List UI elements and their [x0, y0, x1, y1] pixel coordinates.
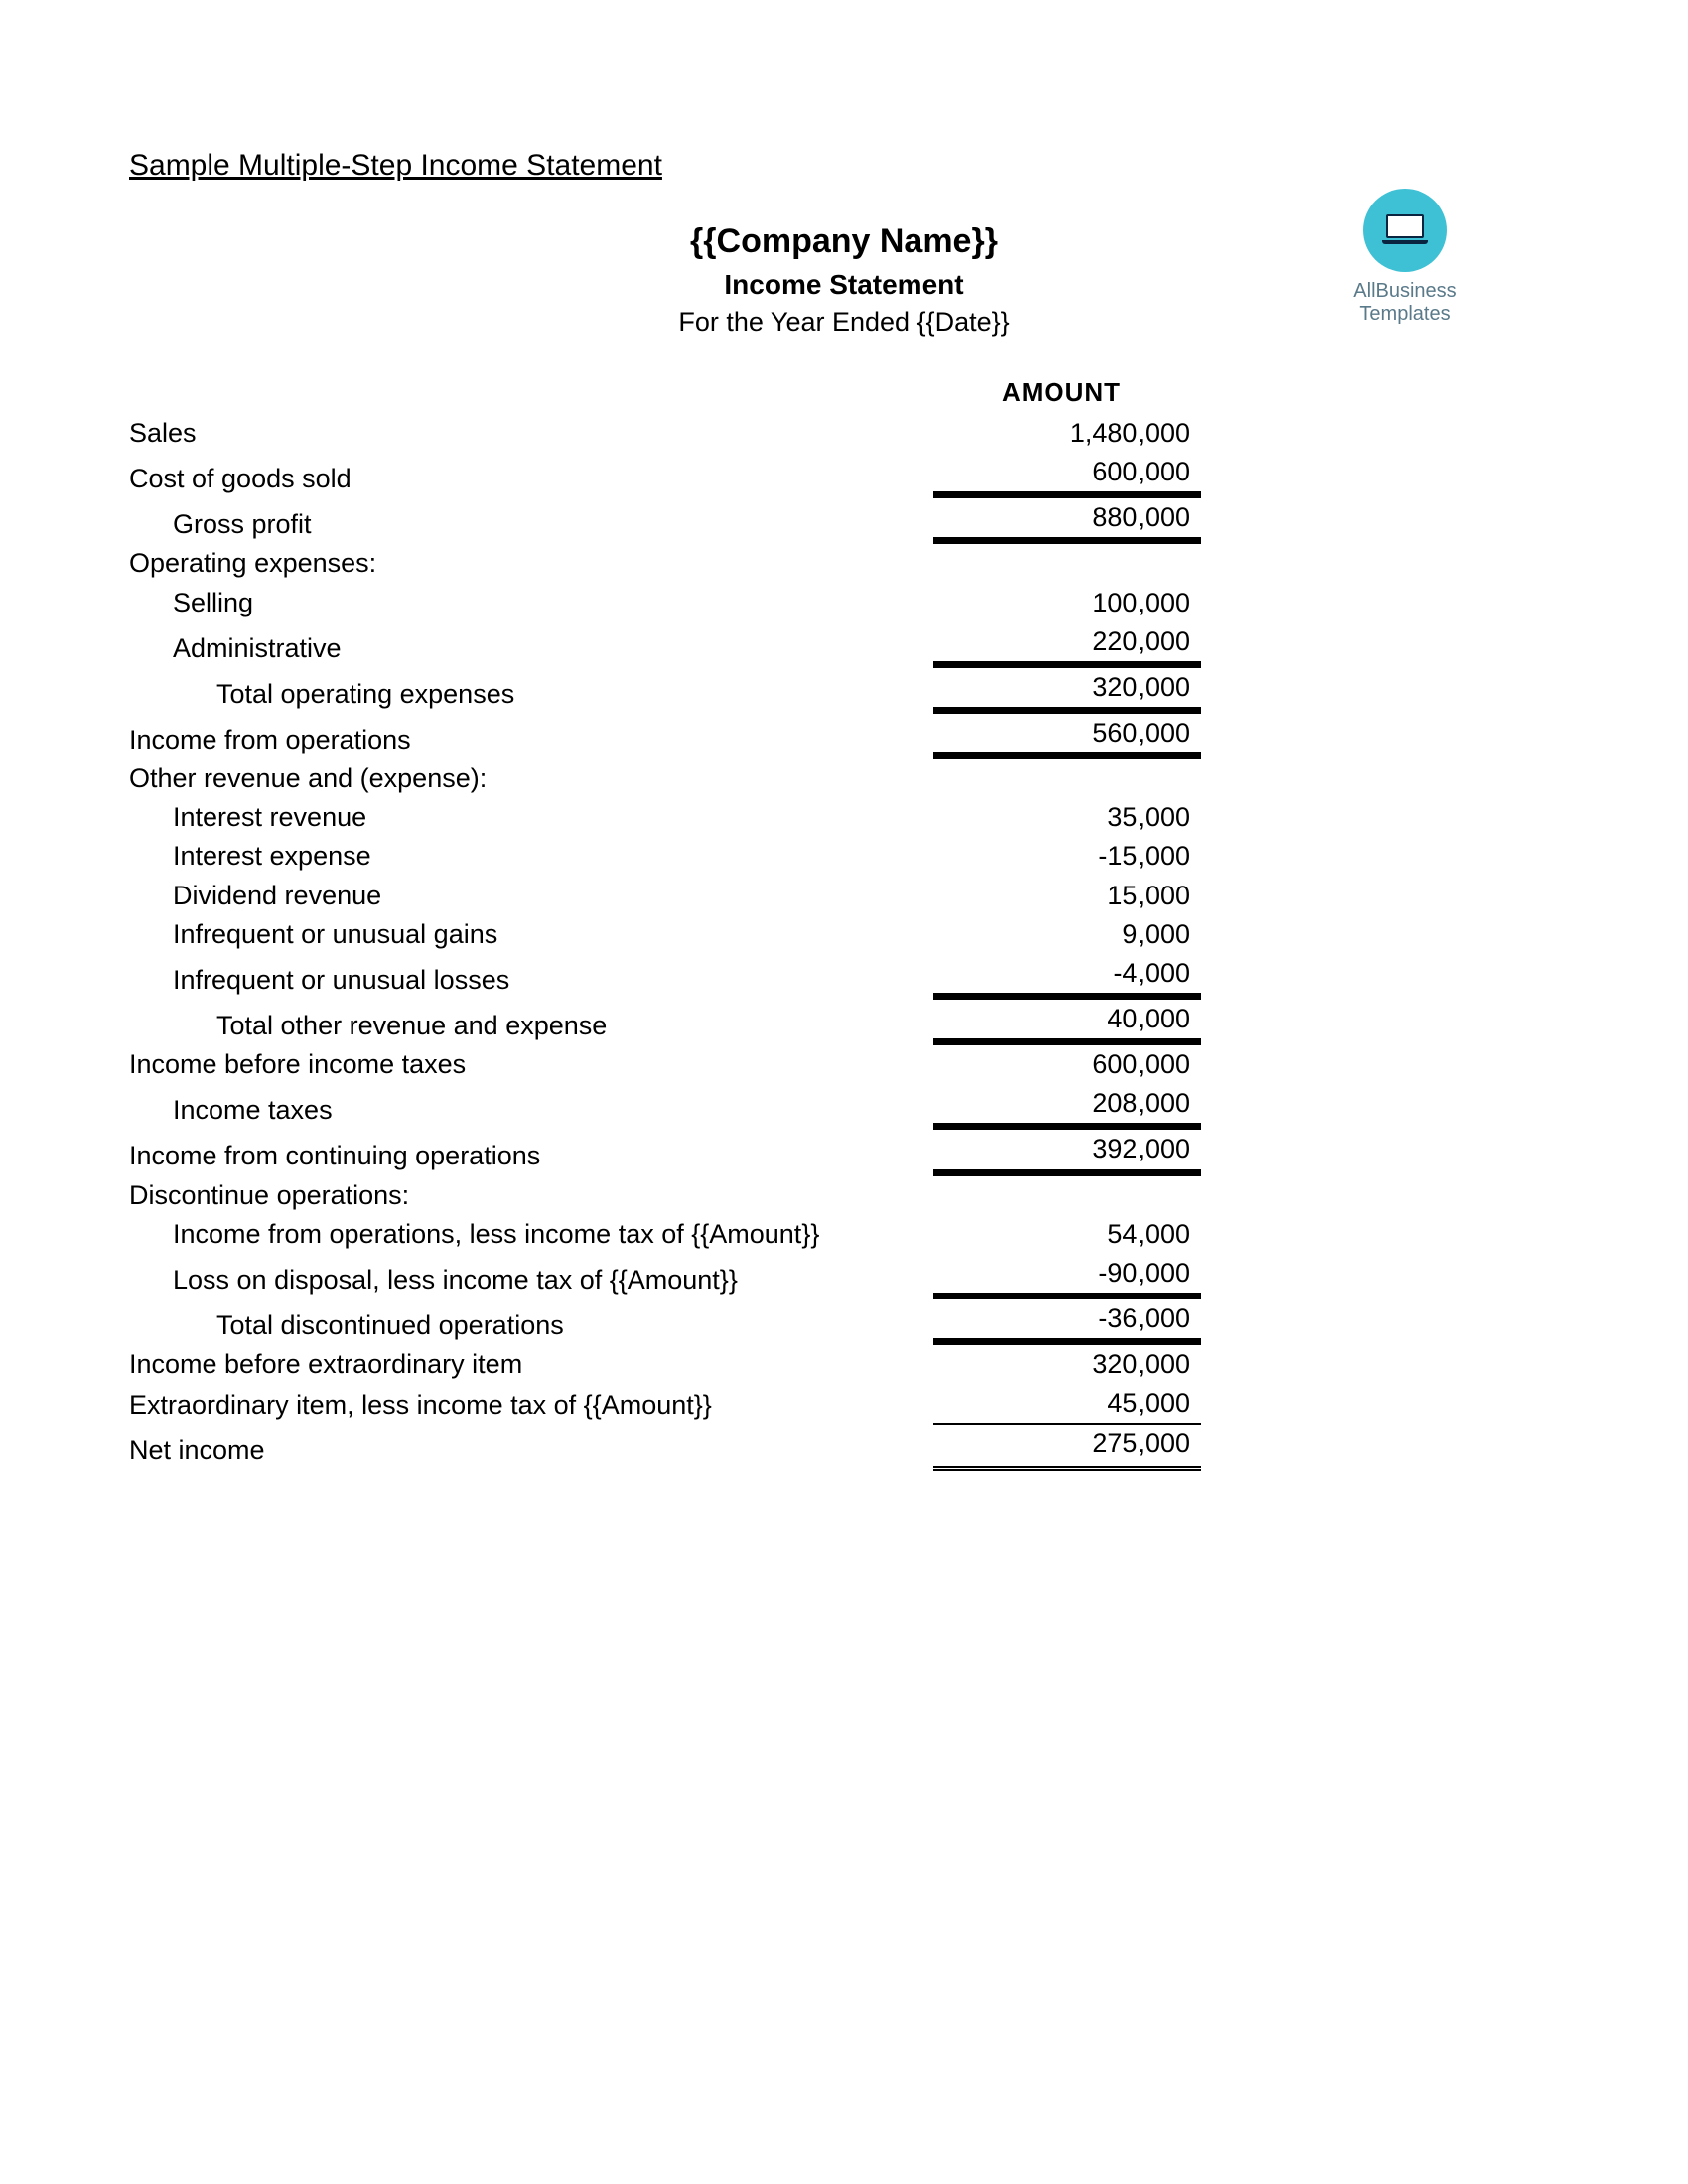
income-statement-table: AMOUNT Sales 1,480,000 Cost of goods sol… — [129, 377, 1201, 1471]
label-sales: Sales — [129, 414, 933, 453]
label-interest-exp: Interest expense — [129, 837, 933, 876]
amount-income-before-tax: 600,000 — [933, 1045, 1201, 1084]
row-income-ops: Income from operations 560,000 — [129, 714, 1201, 759]
row-dividend-rev: Dividend revenue 15,000 — [129, 877, 1201, 915]
row-gross-profit: Gross profit 880,000 — [129, 498, 1201, 544]
label-total-opex: Total operating expenses — [129, 675, 933, 714]
row-gains: Infrequent or unusual gains 9,000 — [129, 915, 1201, 954]
row-discont-loss: Loss on disposal, less income tax of {{A… — [129, 1254, 1201, 1299]
row-net-income: Net income 275,000 — [129, 1425, 1201, 1470]
row-opex-header: Operating expenses: — [129, 544, 1201, 583]
label-discont-loss: Loss on disposal, less income tax of {{A… — [129, 1261, 933, 1299]
amount-total-discont: -36,000 — [933, 1299, 1201, 1345]
label-income-before-extra: Income before extraordinary item — [129, 1345, 933, 1384]
column-header-row: AMOUNT — [129, 377, 1201, 408]
amount-cogs: 600,000 — [933, 453, 1201, 498]
row-income-cont: Income from continuing operations 392,00… — [129, 1130, 1201, 1175]
label-administrative: Administrative — [129, 629, 933, 668]
label-cogs: Cost of goods sold — [129, 460, 933, 498]
label-income-before-tax: Income before income taxes — [129, 1045, 933, 1084]
label-other-header: Other revenue and (expense): — [129, 759, 933, 798]
amount-gross-profit: 880,000 — [933, 498, 1201, 544]
label-opex-header: Operating expenses: — [129, 544, 933, 583]
amount-income-taxes: 208,000 — [933, 1084, 1201, 1130]
label-dividend-rev: Dividend revenue — [129, 877, 933, 915]
row-interest-exp: Interest expense -15,000 — [129, 837, 1201, 876]
label-gains: Infrequent or unusual gains — [129, 915, 933, 954]
amount-dividend-rev: 15,000 — [933, 877, 1201, 915]
amount-total-other: 40,000 — [933, 1000, 1201, 1045]
amount-extraordinary: 45,000 — [933, 1384, 1201, 1425]
amount-gains: 9,000 — [933, 915, 1201, 954]
row-discont-income: Income from operations, less income tax … — [129, 1215, 1201, 1254]
amount-net-income: 275,000 — [933, 1425, 1201, 1470]
row-income-taxes: Income taxes 208,000 — [129, 1084, 1201, 1130]
label-losses: Infrequent or unusual losses — [129, 961, 933, 1000]
row-other-header: Other revenue and (expense): — [129, 759, 1201, 798]
label-interest-rev: Interest revenue — [129, 798, 933, 837]
label-gross-profit: Gross profit — [129, 505, 933, 544]
row-discont-header: Discontinue operations: — [129, 1176, 1201, 1215]
amount-income-cont: 392,000 — [933, 1130, 1201, 1175]
amount-selling: 100,000 — [933, 584, 1201, 622]
label-income-taxes: Income taxes — [129, 1091, 933, 1130]
label-income-cont: Income from continuing operations — [129, 1137, 933, 1175]
amount-discont-income: 54,000 — [933, 1215, 1201, 1254]
laptop-icon — [1382, 214, 1428, 246]
row-sales: Sales 1,480,000 — [129, 414, 1201, 453]
label-discont-income: Income from operations, less income tax … — [129, 1215, 933, 1254]
amount-discont-loss: -90,000 — [933, 1254, 1201, 1299]
amount-interest-rev: 35,000 — [933, 798, 1201, 837]
label-selling: Selling — [129, 584, 933, 622]
row-extraordinary: Extraordinary item, less income tax of {… — [129, 1384, 1201, 1425]
amount-total-opex: 320,000 — [933, 668, 1201, 714]
amount-sales: 1,480,000 — [933, 414, 1201, 453]
label-total-discont: Total discontinued operations — [129, 1306, 933, 1345]
row-administrative: Administrative 220,000 — [129, 622, 1201, 668]
brand-logo: AllBusiness Templates — [1331, 189, 1479, 326]
amount-interest-exp: -15,000 — [933, 837, 1201, 876]
amount-administrative: 220,000 — [933, 622, 1201, 668]
row-total-other: Total other revenue and expense 40,000 — [129, 1000, 1201, 1045]
amount-losses: -4,000 — [933, 954, 1201, 1000]
row-losses: Infrequent or unusual losses -4,000 — [129, 954, 1201, 1000]
row-total-opex: Total operating expenses 320,000 — [129, 668, 1201, 714]
label-income-ops: Income from operations — [129, 721, 933, 759]
amount-income-ops: 560,000 — [933, 714, 1201, 759]
row-total-discont: Total discontinued operations -36,000 — [129, 1299, 1201, 1345]
logo-text-line2: Templates — [1359, 303, 1450, 325]
logo-text-line1: AllBusiness — [1353, 280, 1456, 302]
label-net-income: Net income — [129, 1432, 933, 1470]
logo-circle-icon — [1363, 189, 1447, 272]
label-discont-header: Discontinue operations: — [129, 1176, 933, 1215]
label-total-other: Total other revenue and expense — [129, 1007, 933, 1045]
amount-column-header: AMOUNT — [933, 377, 1201, 408]
row-selling: Selling 100,000 — [129, 584, 1201, 622]
row-income-before-extra: Income before extraordinary item 320,000 — [129, 1345, 1201, 1384]
row-income-before-tax: Income before income taxes 600,000 — [129, 1045, 1201, 1084]
amount-income-before-extra: 320,000 — [933, 1345, 1201, 1384]
row-interest-rev: Interest revenue 35,000 — [129, 798, 1201, 837]
row-cogs: Cost of goods sold 600,000 — [129, 453, 1201, 498]
label-extraordinary: Extraordinary item, less income tax of {… — [129, 1386, 933, 1425]
document-title: Sample Multiple-Step Income Statement — [129, 149, 1559, 183]
